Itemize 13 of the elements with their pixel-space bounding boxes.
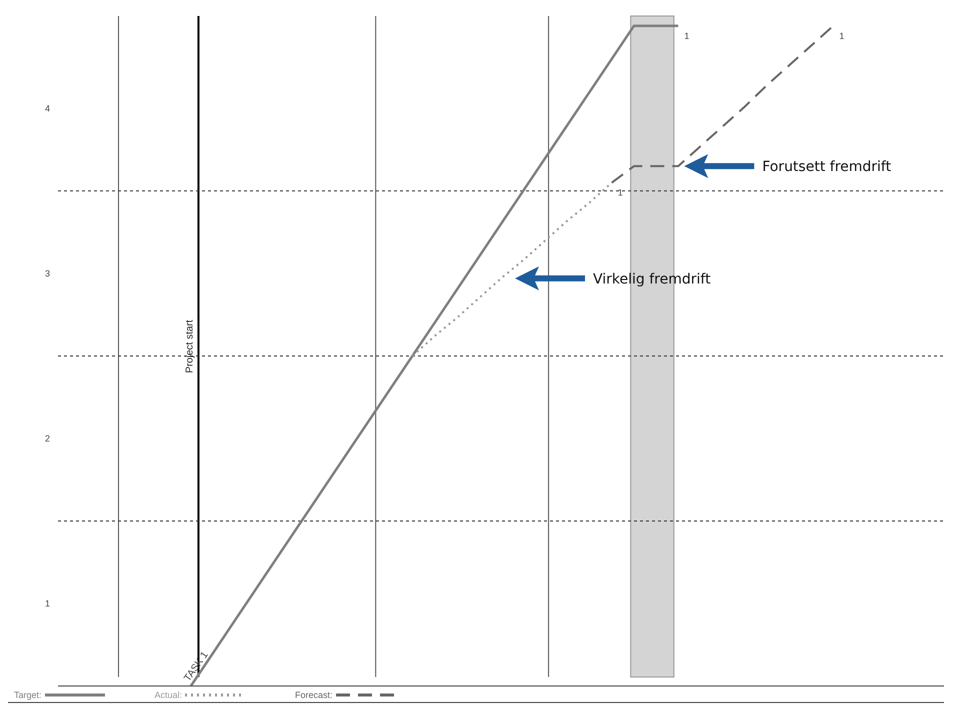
annotation: 1 — [839, 30, 844, 41]
y-tick-label: 2 — [44, 434, 50, 444]
y-tick-label: 4 — [44, 104, 50, 114]
annotation: 1 — [618, 188, 623, 198]
text: Target: — [14, 690, 43, 700]
annotation: Virkelig fremdrift — [593, 271, 712, 288]
y-tick-label: 3 — [44, 268, 50, 279]
text: Forecast: — [295, 690, 334, 700]
annotation: 1 — [684, 30, 690, 41]
annotation: Forutsett fremdrift — [762, 159, 892, 176]
annotation: Project start — [184, 320, 196, 374]
y-tick-label: 1 — [44, 598, 50, 609]
text: Actual: — [154, 690, 184, 700]
